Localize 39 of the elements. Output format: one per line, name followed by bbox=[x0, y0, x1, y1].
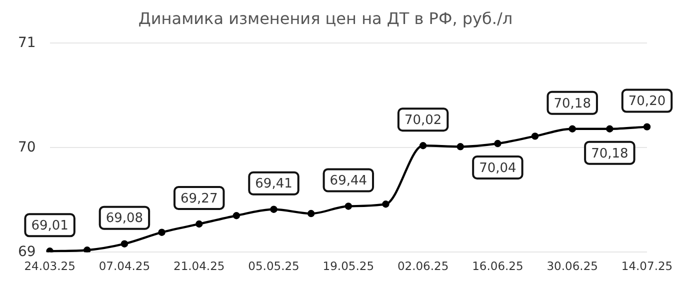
x-tick-label: 05.05.25 bbox=[248, 259, 300, 274]
data-label: 69,27 bbox=[180, 191, 218, 206]
y-tick-label: 69 bbox=[18, 244, 36, 260]
data-label: 70,18 bbox=[591, 146, 628, 162]
data-label: 70,02 bbox=[404, 112, 442, 128]
point bbox=[120, 240, 128, 248]
x-tick-label: 24.03.25 bbox=[24, 259, 76, 274]
data-label: 69,44 bbox=[330, 174, 368, 189]
point bbox=[344, 202, 352, 210]
x-tick-label: 16.06.25 bbox=[472, 259, 524, 274]
x-tick-label: 30.06.25 bbox=[546, 259, 598, 274]
point bbox=[531, 132, 539, 140]
point bbox=[307, 210, 315, 218]
y-tick-label: 70 bbox=[18, 139, 36, 156]
y-tick-label: 71 bbox=[18, 34, 36, 51]
point bbox=[382, 200, 390, 208]
point bbox=[606, 125, 614, 132]
x-tick-label: 07.04.25 bbox=[98, 259, 150, 274]
point bbox=[456, 143, 464, 150]
data-label: 70,18 bbox=[554, 96, 591, 112]
data-label: 69,08 bbox=[106, 211, 144, 226]
data-label: 70,20 bbox=[628, 94, 666, 110]
chart-title: Динамика изменения цен на ДТ в РФ, руб./л bbox=[138, 8, 513, 28]
point bbox=[568, 125, 576, 132]
x-tick-label: 19.05.25 bbox=[322, 259, 374, 274]
x-tick-label: 02.06.25 bbox=[397, 259, 449, 274]
point bbox=[270, 206, 278, 213]
data-label: 69,41 bbox=[255, 176, 292, 192]
point bbox=[419, 142, 427, 150]
data-label: 69,01 bbox=[31, 218, 68, 234]
point bbox=[494, 140, 502, 148]
point bbox=[643, 123, 651, 130]
x-tick-label: 21.04.25 bbox=[174, 259, 225, 274]
point bbox=[158, 228, 166, 236]
point bbox=[84, 246, 91, 252]
point bbox=[196, 220, 203, 228]
point bbox=[232, 212, 240, 220]
x-tick-label: 14.07.25 bbox=[621, 259, 673, 274]
data-label: 70,04 bbox=[479, 160, 516, 176]
